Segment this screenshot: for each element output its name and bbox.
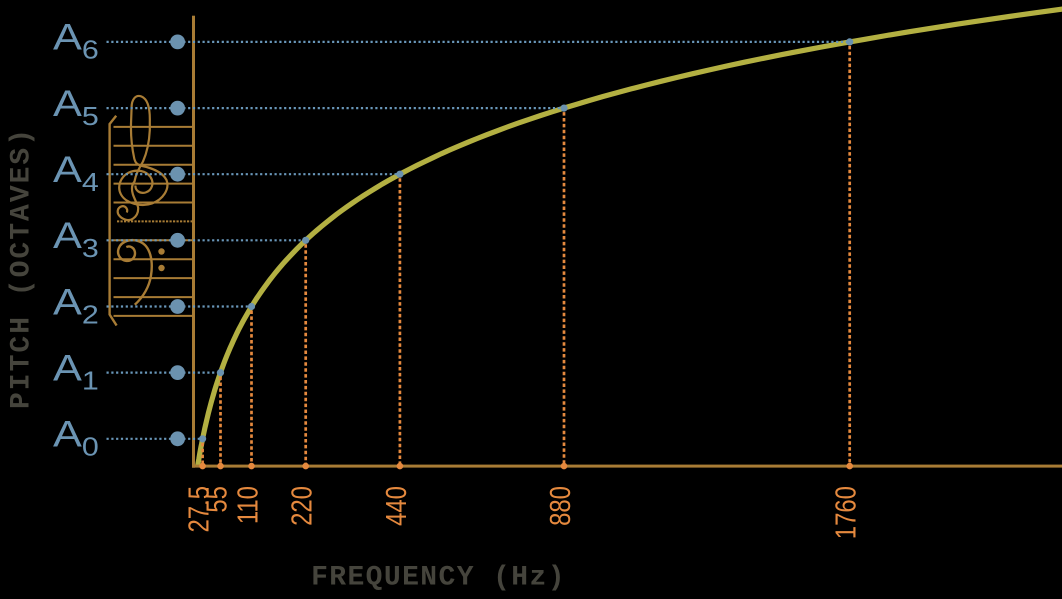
svg-text:220: 220 bbox=[286, 486, 318, 526]
svg-text:FREQUENCY (Hz): FREQUENCY (Hz) bbox=[311, 563, 566, 594]
svg-text:A2: A2 bbox=[53, 281, 99, 329]
svg-text:110: 110 bbox=[232, 486, 264, 524]
svg-text:55: 55 bbox=[201, 486, 233, 513]
svg-text:880: 880 bbox=[544, 486, 576, 526]
svg-text:27.5: 27.5 bbox=[183, 486, 215, 533]
svg-text:440: 440 bbox=[380, 486, 412, 526]
svg-text:1760: 1760 bbox=[830, 486, 862, 539]
svg-text:PITCH (OCTAVES): PITCH (OCTAVES) bbox=[7, 127, 38, 409]
svg-text:A0: A0 bbox=[53, 414, 99, 462]
